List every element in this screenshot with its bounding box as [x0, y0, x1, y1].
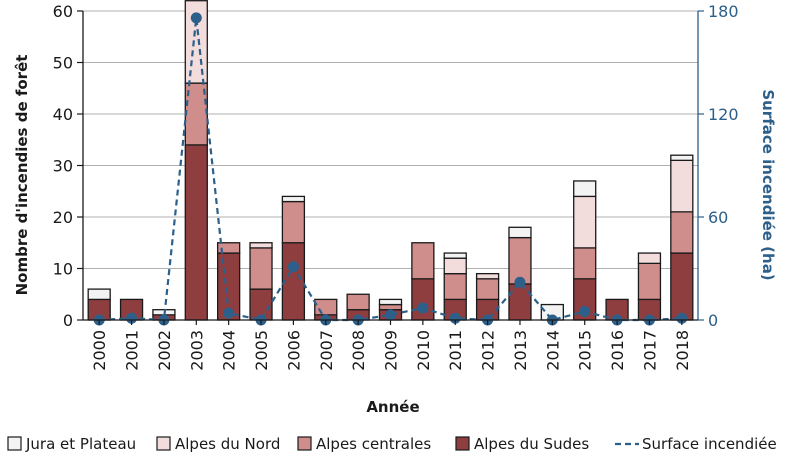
surface-point — [385, 309, 396, 321]
x-tick-label: 2006 — [284, 330, 303, 371]
bar-segment — [411, 242, 435, 280]
surface-point — [449, 312, 461, 324]
y-axis-title: Nombre d'incendies de forêt — [13, 55, 31, 296]
bar-segment — [443, 272, 467, 301]
x-tick-label: 2007 — [317, 330, 336, 371]
bar-segment — [573, 180, 597, 198]
bar-segment — [314, 298, 338, 316]
area-line — [93, 12, 688, 326]
bars — [87, 0, 694, 321]
y-right-tick-label: 60 — [708, 208, 728, 227]
bar-segment — [475, 272, 500, 280]
y-right-tick-label: 120 — [708, 105, 739, 124]
surface-point — [223, 307, 235, 319]
x-tick-label: 2016 — [608, 330, 627, 371]
x-tick-label: 2001 — [123, 330, 142, 371]
x-tick-label: 2003 — [187, 330, 206, 371]
y-axis-right-title: Surface incendiée (ha) — [759, 89, 777, 280]
y-tick-label: 40 — [53, 105, 73, 124]
x-tick-label: 2014 — [543, 330, 562, 371]
bar-segment — [670, 159, 694, 213]
bar-segment — [443, 252, 467, 259]
left-axis-ticks: 0 10 20 30 40 50 60 — [53, 2, 83, 330]
x-axis-ticks: 2000 2001 2002 2003 2004 2005 2006 2007 2008 2009… — [90, 320, 692, 371]
bar-segment — [281, 200, 306, 244]
x-tick-label: 2010 — [414, 330, 433, 371]
x-tick-label: 2018 — [673, 330, 692, 371]
bar-segment — [184, 144, 208, 321]
bar-segment — [637, 252, 662, 265]
bar-segment — [670, 211, 694, 254]
surface-point — [126, 312, 138, 324]
legend-swatch — [7, 436, 22, 451]
x-tick-label: 2015 — [576, 330, 595, 371]
surface-point — [287, 261, 299, 273]
x-tick-label: 2011 — [446, 330, 465, 371]
legend-swatch — [297, 436, 312, 451]
bar-segment — [87, 288, 111, 301]
bar-segment — [249, 247, 273, 290]
y-right-tick-label: 180 — [708, 2, 739, 21]
bar-segment — [378, 298, 403, 306]
surface-point — [190, 12, 202, 24]
x-tick-label: 2008 — [349, 330, 368, 371]
legend-label: Alpes du Sudes — [474, 435, 589, 453]
y-tick-label: 10 — [53, 260, 73, 279]
bar-segment — [573, 195, 597, 249]
bar-segment — [249, 242, 273, 249]
bar-segment — [411, 278, 435, 321]
y-tick-label: 30 — [53, 157, 73, 176]
legend-swatch — [156, 436, 171, 451]
y-right-tick-label: 0 — [708, 311, 718, 330]
x-tick-label: 2017 — [640, 330, 659, 371]
legend: Jura et Plateau Alpes du Nord Alpes centra… — [7, 435, 777, 453]
x-tick-label: 2004 — [220, 330, 239, 371]
surface-point — [676, 312, 688, 324]
bar-segment — [378, 303, 403, 311]
bar-segment — [346, 293, 370, 311]
bar-segment — [475, 278, 500, 301]
gridlines — [83, 10, 698, 269]
surface-point — [579, 305, 591, 317]
bar-segment — [217, 242, 241, 254]
bar-segment — [508, 283, 532, 321]
y-tick-label: 60 — [53, 2, 73, 21]
y-tick-label: 0 — [63, 311, 73, 330]
right-axis-ticks: 0 60 120 180 — [698, 2, 739, 330]
x-tick-label: 2012 — [479, 330, 498, 371]
legend-label: Alpes centrales — [316, 435, 431, 453]
surface-point — [417, 302, 429, 314]
legend-label: Jura et Plateau — [25, 435, 136, 453]
bar-segment — [508, 226, 532, 239]
surface-point — [514, 276, 526, 288]
bar-segment — [573, 247, 597, 280]
legend-label: Alpes du Nord — [175, 435, 280, 453]
x-tick-label: 2002 — [155, 330, 174, 371]
bar-segment — [670, 154, 694, 161]
bar-segment — [637, 262, 662, 301]
bar-segment — [443, 257, 467, 275]
x-axis-title: Année — [366, 398, 419, 416]
x-tick-label: 2009 — [382, 330, 401, 371]
bar-segment — [281, 195, 306, 203]
legend-swatch — [455, 436, 470, 451]
x-tick-label: 2005 — [252, 330, 271, 371]
x-tick-label: 2000 — [90, 330, 109, 371]
x-tick-label: 2013 — [511, 330, 530, 371]
bar-segment — [670, 252, 694, 321]
y-tick-label: 50 — [53, 54, 73, 73]
y-tick-label: 20 — [53, 208, 73, 227]
legend-label: Surface incendiée — [642, 435, 777, 453]
